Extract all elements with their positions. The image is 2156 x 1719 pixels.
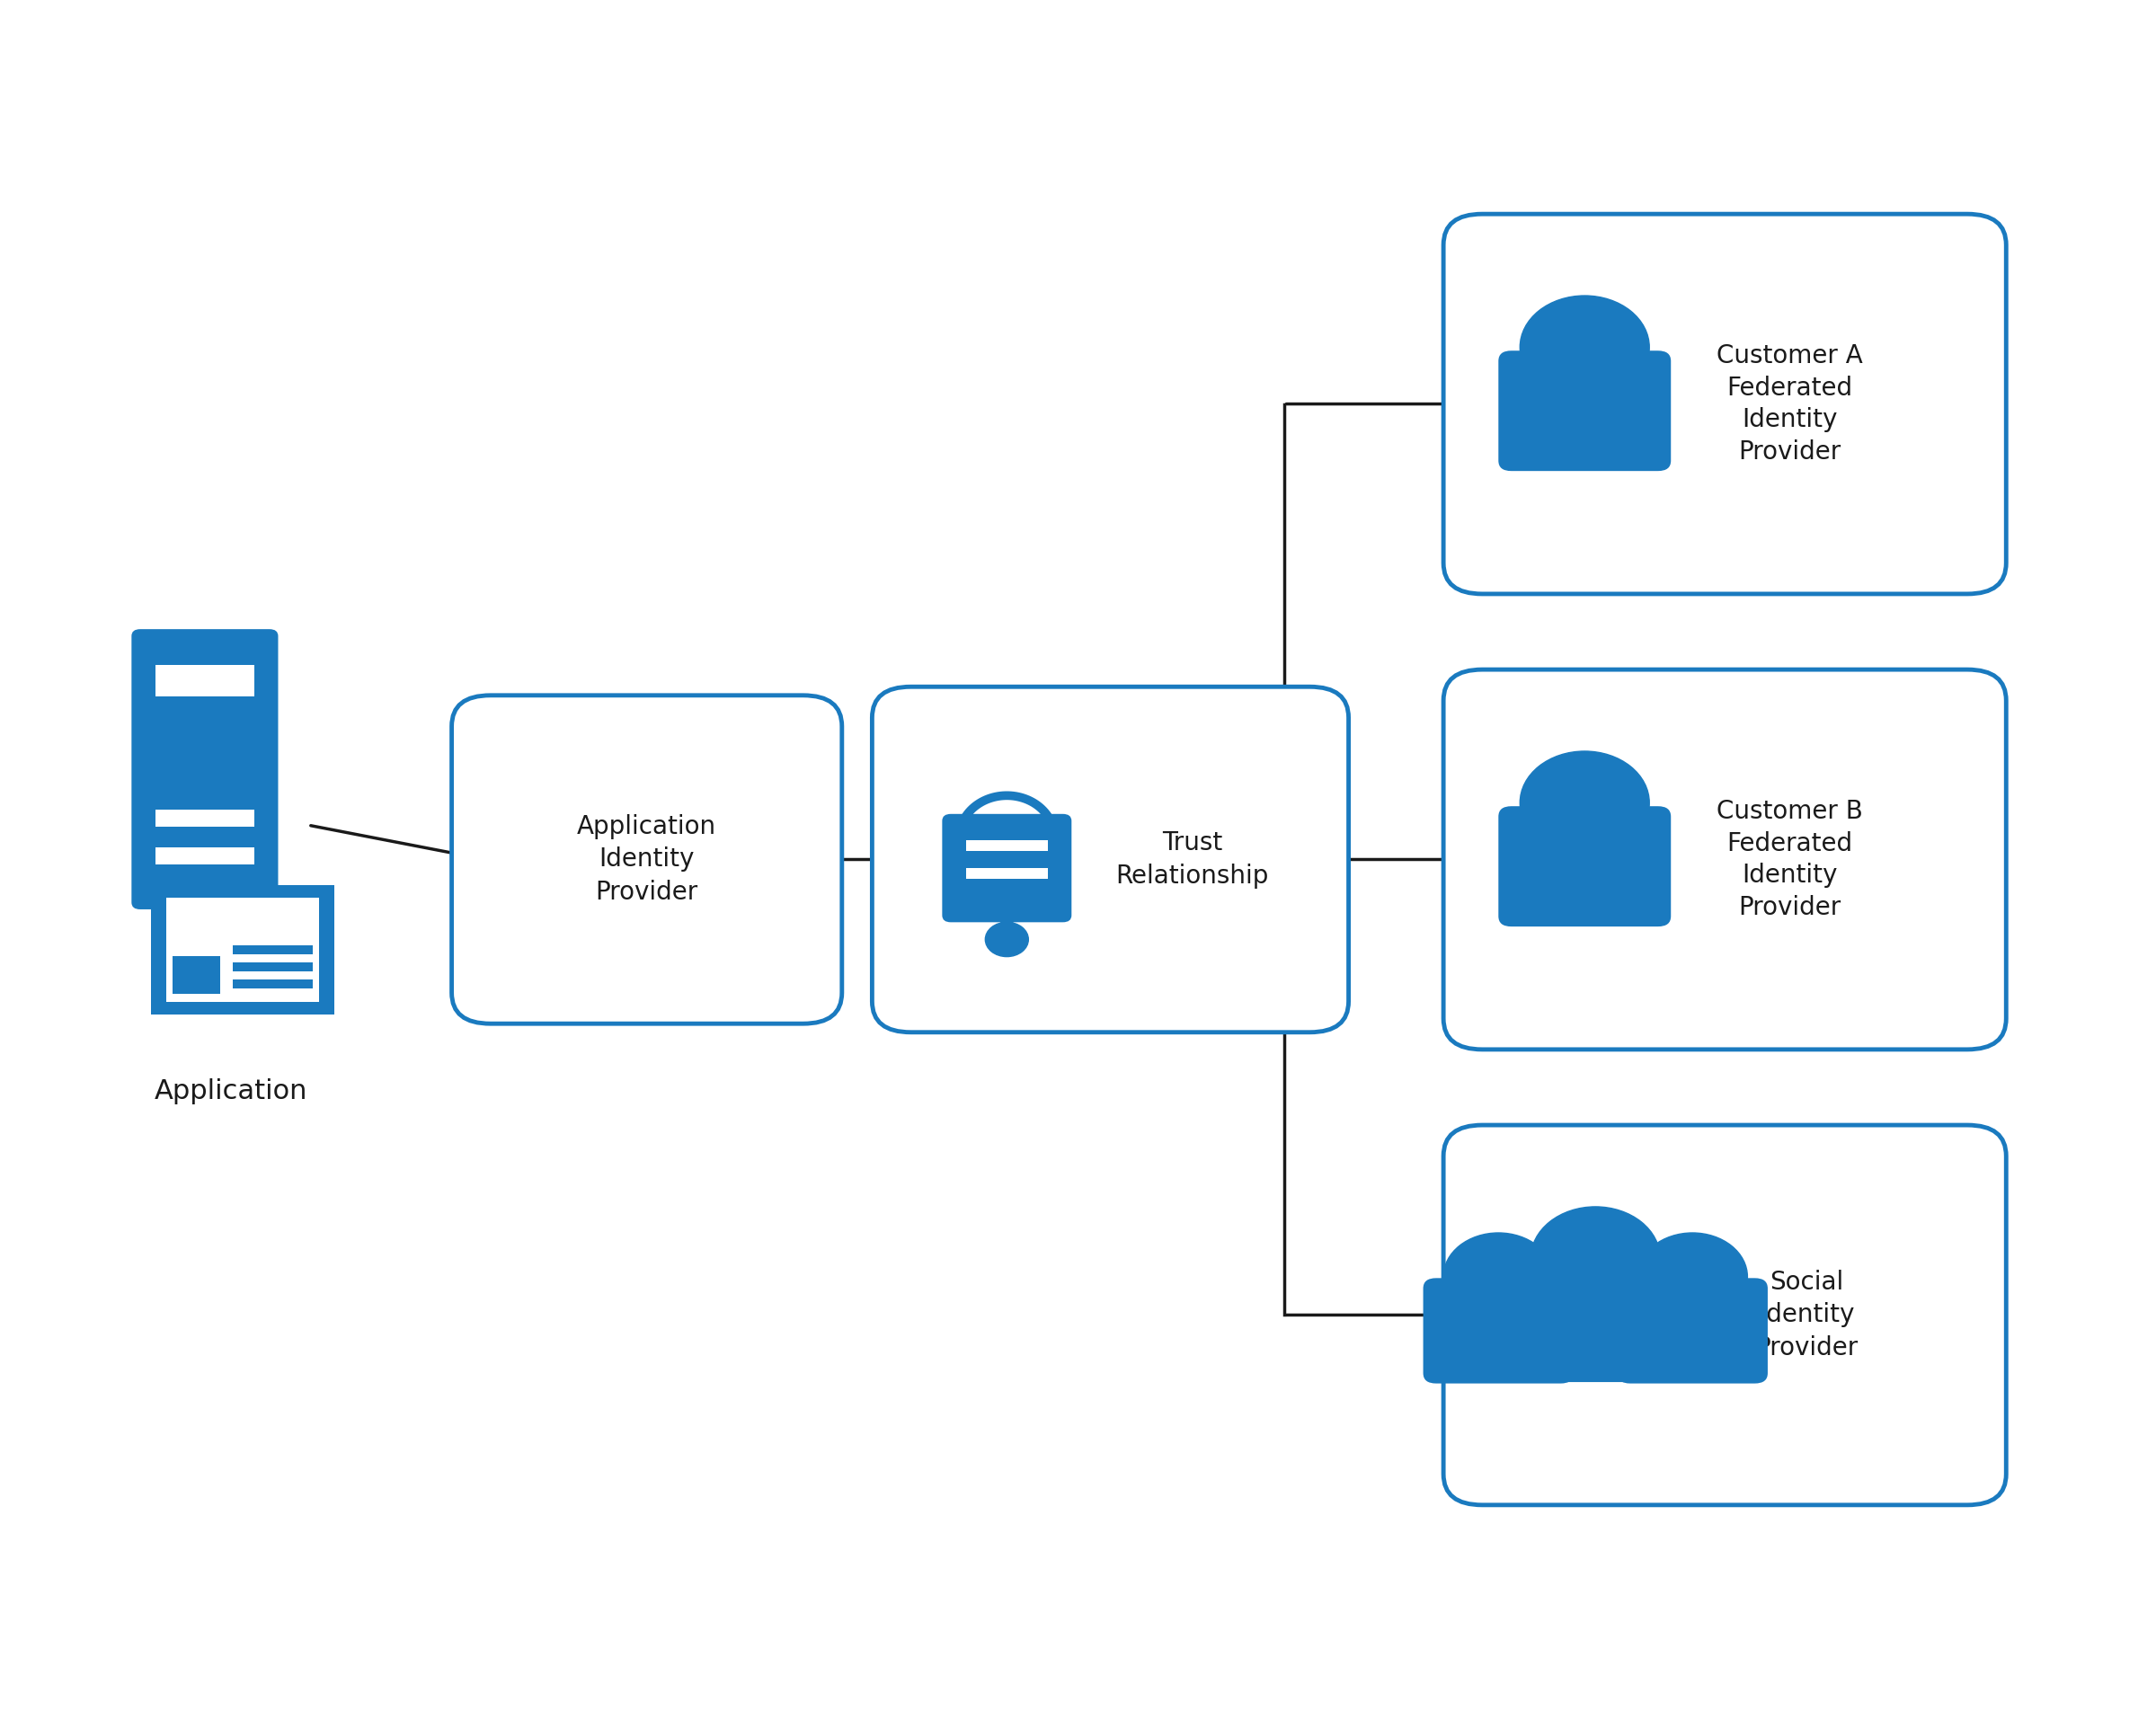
Circle shape — [985, 921, 1028, 956]
Text: Application
Identity
Provider: Application Identity Provider — [578, 813, 716, 906]
Bar — [155, 810, 254, 827]
Bar — [151, 885, 334, 1014]
FancyBboxPatch shape — [453, 696, 841, 1025]
Bar — [155, 847, 254, 865]
Bar — [966, 841, 1048, 851]
Bar — [966, 868, 1048, 878]
FancyBboxPatch shape — [132, 629, 278, 909]
Circle shape — [1442, 1233, 1552, 1320]
Text: Application: Application — [153, 1078, 308, 1105]
Bar — [233, 963, 313, 971]
FancyBboxPatch shape — [1498, 806, 1671, 927]
FancyBboxPatch shape — [1617, 1279, 1768, 1384]
Circle shape — [1639, 1233, 1749, 1320]
Text: Customer A
Federated
Identity
Provider: Customer A Federated Identity Provider — [1716, 344, 1863, 464]
Bar — [233, 945, 313, 954]
Text: Trust
Relationship: Trust Relationship — [1115, 830, 1270, 889]
Polygon shape — [992, 913, 1022, 939]
Bar — [233, 980, 313, 988]
Bar — [172, 956, 220, 994]
FancyBboxPatch shape — [1445, 1126, 2005, 1506]
Text: Social
Identity
Provider: Social Identity Provider — [1755, 1269, 1858, 1361]
Circle shape — [1520, 751, 1649, 854]
Bar — [155, 665, 254, 696]
FancyBboxPatch shape — [1509, 1262, 1682, 1382]
FancyBboxPatch shape — [1445, 670, 2005, 1049]
FancyBboxPatch shape — [871, 688, 1350, 1031]
FancyBboxPatch shape — [1445, 215, 2005, 595]
Text: Customer B
Federated
Identity
Provider: Customer B Federated Identity Provider — [1716, 799, 1863, 920]
FancyBboxPatch shape — [1423, 1279, 1574, 1384]
FancyBboxPatch shape — [1498, 351, 1671, 471]
FancyBboxPatch shape — [942, 815, 1072, 921]
Bar — [166, 897, 319, 1002]
Circle shape — [1520, 296, 1649, 399]
Circle shape — [1531, 1207, 1660, 1310]
